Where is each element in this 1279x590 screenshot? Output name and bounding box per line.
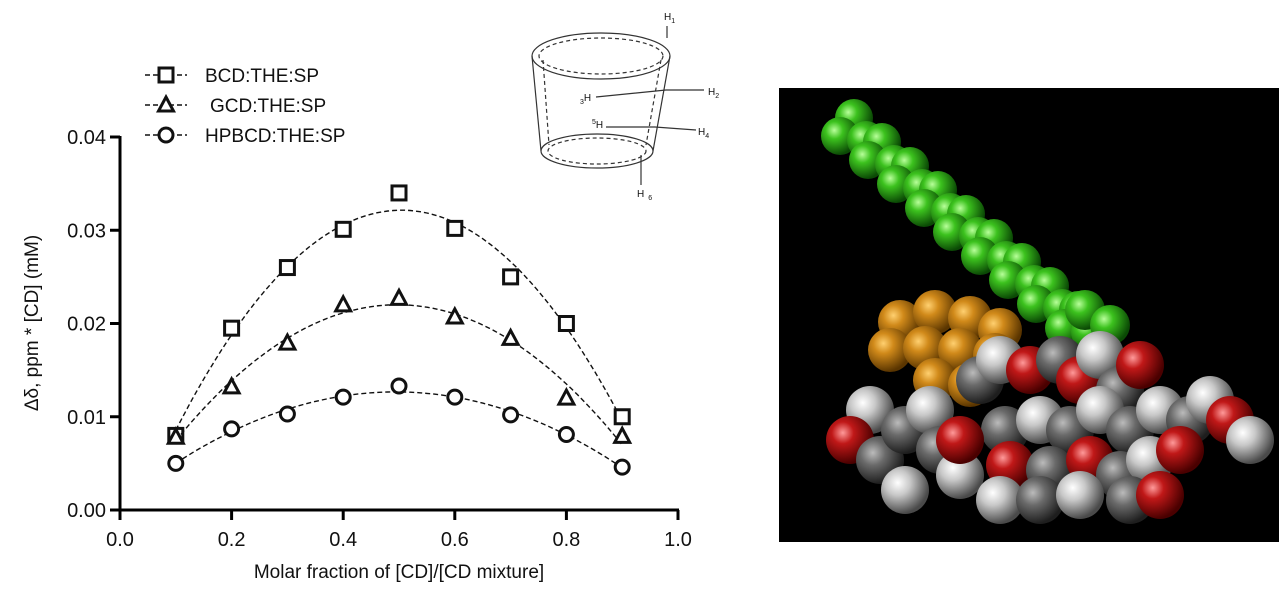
data-point (559, 427, 573, 441)
diagram-label: 5H (592, 119, 603, 131)
atom (1156, 426, 1204, 474)
atom-index: 6 (648, 195, 652, 202)
data-point (225, 321, 239, 335)
x-tick-label: 0.8 (552, 529, 580, 551)
data-point (559, 390, 574, 404)
data-point (615, 428, 630, 442)
data-point (169, 456, 183, 470)
x-axis-title: Molar fraction of [CD]/[CD mixture] (254, 562, 544, 583)
data-point (448, 221, 462, 235)
data-point (280, 261, 294, 275)
cone-base (541, 134, 653, 168)
atom: H (664, 12, 671, 23)
legend-marker (159, 68, 173, 82)
atom: H (584, 93, 591, 104)
diagram-label: H2 (708, 87, 719, 100)
atom (1136, 471, 1184, 519)
data-point (615, 460, 629, 474)
legend-marker (159, 97, 174, 111)
diagram-label: H4 (698, 127, 709, 140)
data-point (225, 422, 239, 436)
plot: 0.00 0.01 0.02 0.03 0.04 0.0 0.2 0.4 0.6 0.8 1.0 BC… (67, 66, 692, 551)
atom: H (637, 189, 644, 200)
cone-inner-side (543, 60, 549, 145)
figure: Molar fraction of [CD]/[CD mixture] Δδ, … (0, 0, 1279, 590)
diagram-label: 3H (580, 93, 591, 106)
atom (1116, 341, 1164, 389)
x-tick-label: 0.2 (218, 529, 246, 551)
data-point (336, 390, 350, 404)
cone-side (532, 56, 541, 151)
atom: H (698, 127, 705, 138)
data-point (448, 390, 462, 404)
cone-base-inner (548, 138, 646, 164)
atom-index: 4 (705, 133, 709, 140)
page: {"chart_data": {"type": "scatter", "xlab… (0, 0, 1279, 590)
data-point (336, 297, 351, 311)
y-tick-label: 0.03 (67, 220, 106, 242)
x-tick-label: 0.4 (329, 529, 357, 551)
y-tick-label: 0.01 (67, 407, 106, 429)
data-point (504, 408, 518, 422)
legend-label: GCD:THE:SP (210, 96, 326, 117)
data-point (392, 186, 406, 200)
data-point (503, 330, 518, 344)
atom (1056, 471, 1104, 519)
data-point (559, 317, 573, 331)
series (168, 290, 629, 445)
data-point (336, 222, 350, 236)
x-tick-label: 1.0 (664, 529, 692, 551)
atom-index: 1 (671, 18, 675, 25)
x-tick-label: 0.0 (106, 529, 134, 551)
legend-label: BCD:THE:SP (205, 66, 319, 87)
label-leader (606, 127, 696, 130)
diagram-label: H1 (664, 12, 675, 25)
data-point (447, 309, 462, 323)
y-tick-label: 0.04 (67, 127, 106, 149)
fit-curve (176, 210, 622, 430)
y-tick-label: 0.00 (67, 500, 106, 522)
data-point (224, 379, 239, 393)
y-tick-label: 0.02 (67, 314, 106, 336)
atom (1226, 416, 1274, 464)
data-point (392, 290, 407, 304)
data-point (504, 270, 518, 284)
atom (936, 416, 984, 464)
data-point (280, 335, 295, 349)
legend-label: HPBCD:THE:SP (205, 126, 345, 147)
atom: H (708, 87, 715, 98)
cone-diagram (532, 26, 704, 185)
legend-marker (159, 128, 173, 142)
y-axis-title: Δδ, ppm * [CD] (mM) (22, 235, 43, 411)
data-point (392, 379, 406, 393)
fit-curve (176, 305, 622, 445)
atom-index: 2 (715, 93, 719, 100)
cone-rim (532, 33, 670, 79)
atom: H (596, 120, 603, 131)
x-tick-label: 0.6 (441, 529, 469, 551)
fit-curve (176, 392, 622, 468)
data-point (615, 410, 629, 424)
label-leader (596, 90, 704, 97)
data-point (280, 407, 294, 421)
atom (881, 466, 929, 514)
cone-rim-inner (539, 38, 663, 74)
